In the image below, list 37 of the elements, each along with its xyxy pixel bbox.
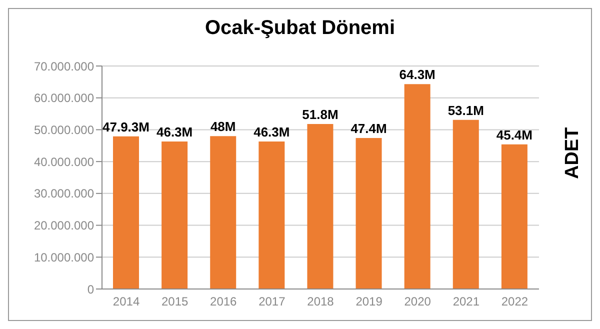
x-tick-label: 2014	[112, 294, 140, 309]
bar	[162, 142, 188, 289]
x-tick-label: 2019	[356, 294, 383, 309]
x-tick-label: 2020	[404, 294, 432, 309]
data-label: 53.1M	[448, 102, 484, 118]
x-tick-label: 2017	[258, 294, 286, 309]
x-tick-label: 2016	[210, 294, 238, 309]
bar	[501, 144, 528, 289]
bar	[356, 138, 382, 289]
y-tick-label: 20.000.000	[34, 218, 94, 233]
bar	[258, 142, 285, 289]
data-label: 46.3M	[254, 124, 290, 140]
y-tick-label: 70.000.000	[34, 59, 94, 74]
x-tick-label: 2022	[501, 294, 528, 309]
data-label: 45.4M	[496, 127, 533, 142]
y-tick-label: 10.000.000	[34, 250, 94, 264]
data-label: 47.4M	[350, 120, 387, 136]
data-label: 48M	[210, 119, 236, 134]
bar	[113, 136, 139, 289]
data-label: 51.8M	[302, 106, 338, 122]
y-tick-label: 30.000.000	[34, 186, 94, 201]
bar	[210, 136, 236, 289]
x-tick-label: 2015	[161, 294, 189, 309]
x-tick-label: 2018	[307, 294, 334, 309]
x-tick-label: 2021	[452, 294, 480, 309]
bar	[307, 124, 334, 289]
y-tick-label: 60.000.000	[34, 91, 94, 106]
y-tick-label: 50.000.000	[34, 122, 94, 137]
data-label: 46.3M	[156, 124, 193, 140]
bar	[452, 120, 479, 289]
y-tick-label: 0	[87, 282, 94, 296]
chart-title: Ocak-Şubat Dönemi	[204, 17, 396, 40]
data-label: 64.3M	[399, 67, 436, 82]
y-tick-label: 40.000.000	[34, 154, 94, 169]
y-axis-title: ADET	[562, 127, 584, 179]
data-label: 47.9.3M	[102, 119, 150, 134]
bar	[404, 84, 430, 289]
